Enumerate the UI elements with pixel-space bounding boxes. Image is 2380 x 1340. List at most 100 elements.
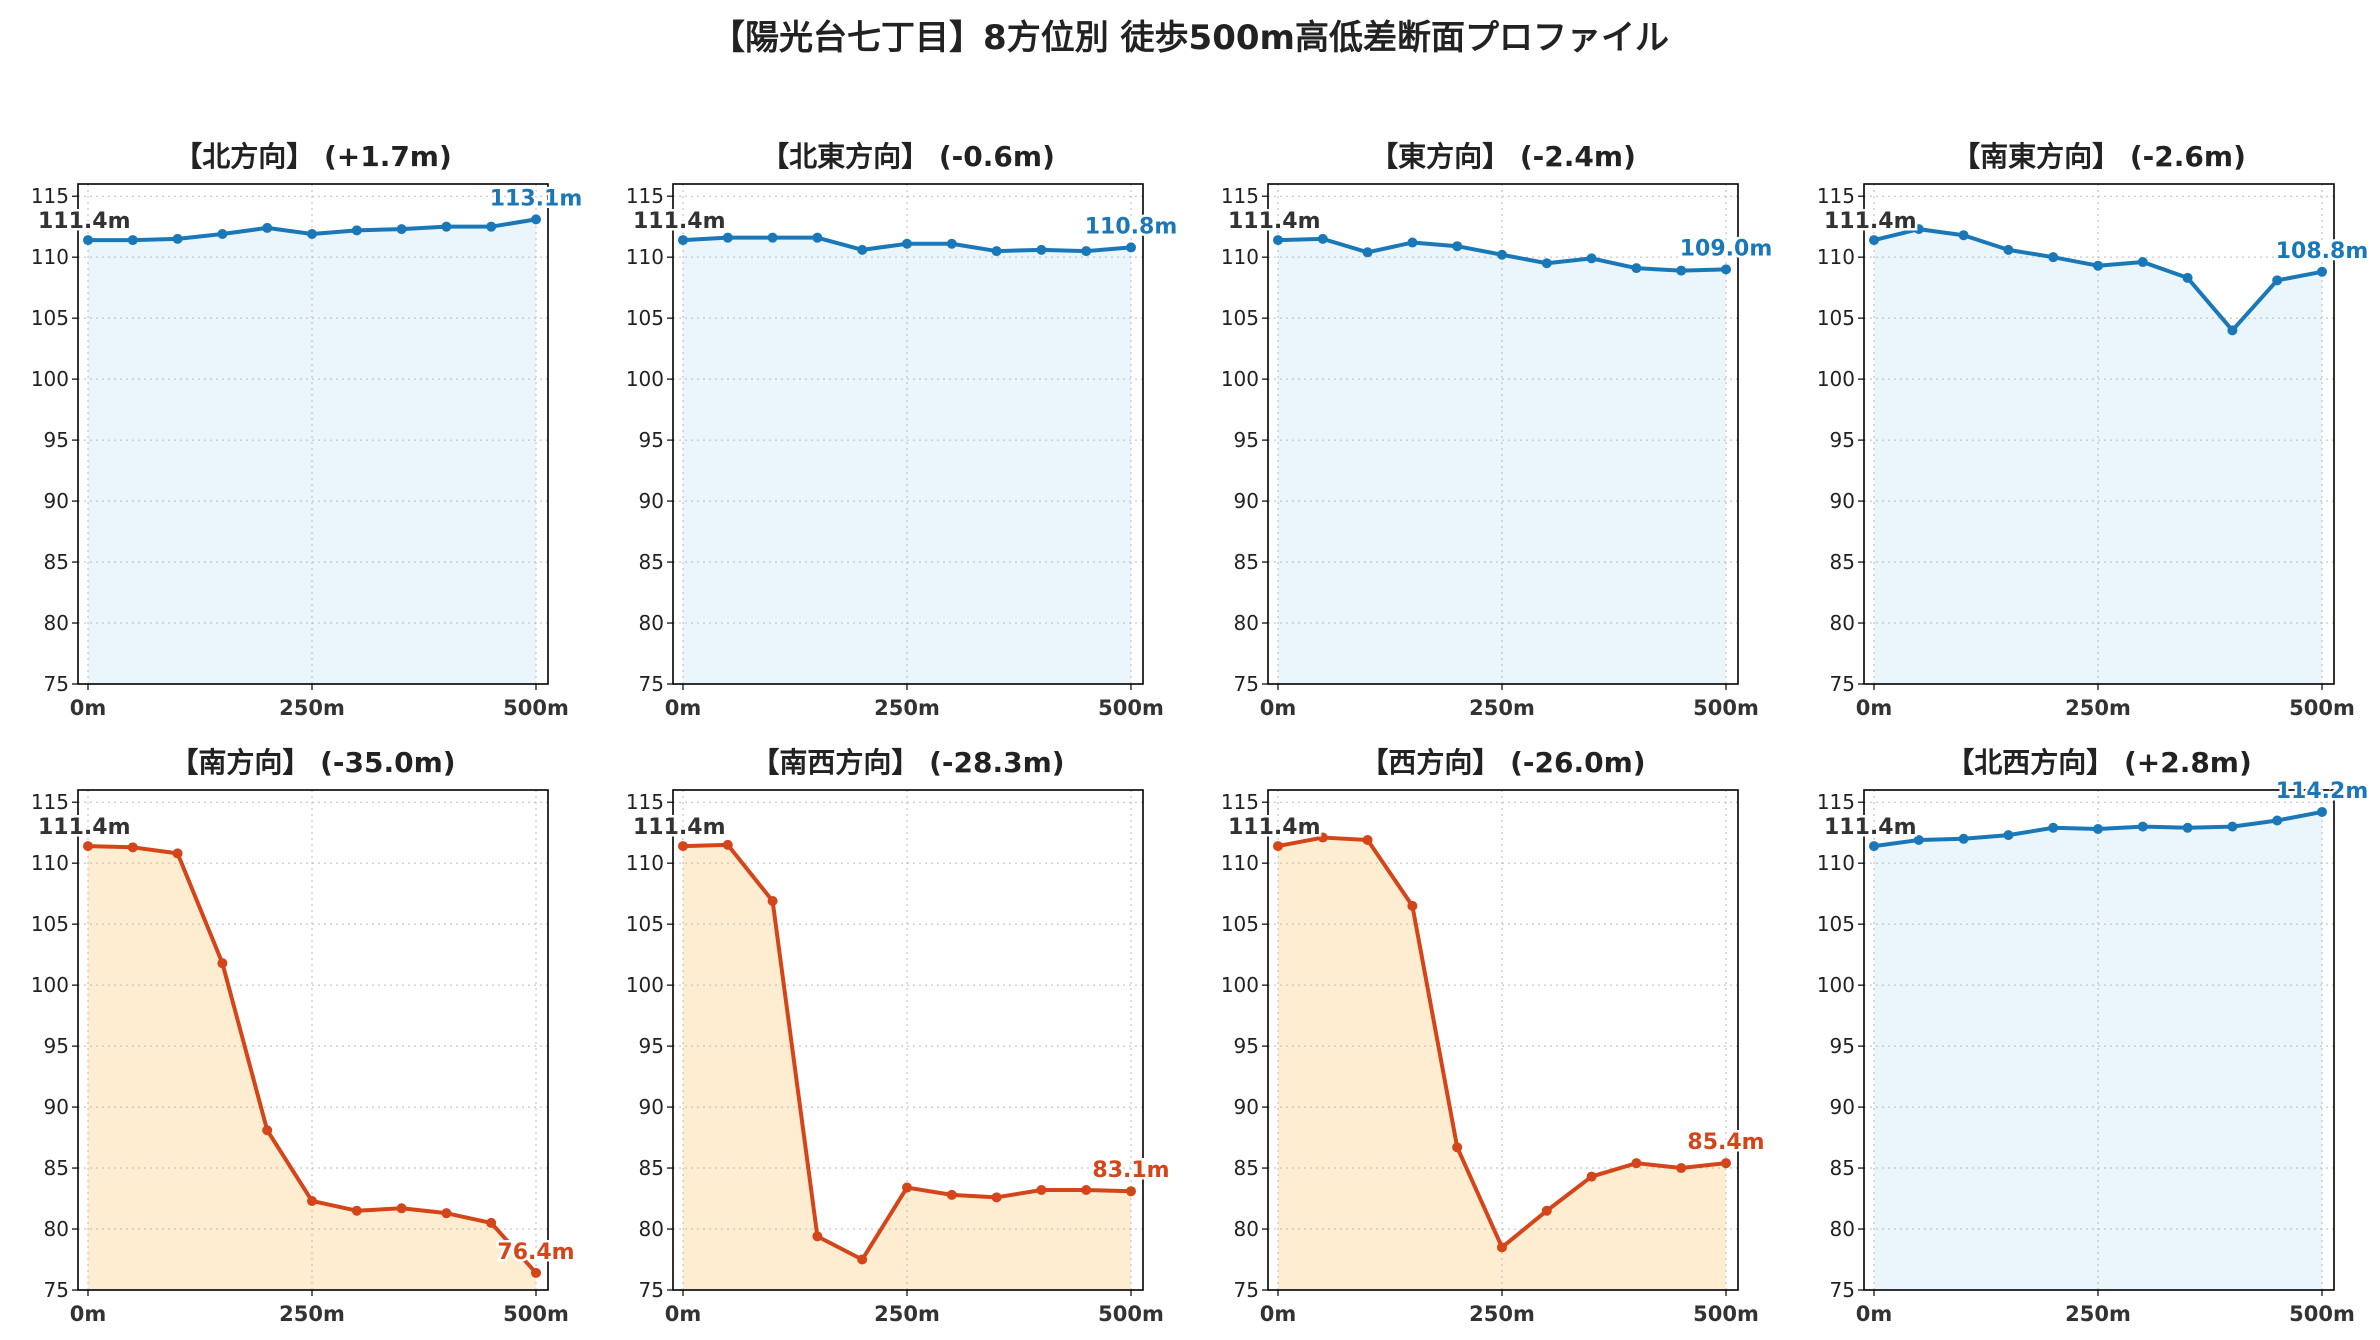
data-point — [722, 232, 733, 243]
data-point — [127, 842, 138, 853]
x-tick-label: 0m — [1260, 696, 1297, 720]
y-tick-label: 80 — [1830, 611, 1855, 635]
y-tick-label: 95 — [1830, 428, 1855, 452]
data-point — [1676, 1163, 1687, 1174]
plot-frame — [77, 183, 549, 685]
data-point — [1452, 1142, 1463, 1153]
y-tick-label: 80 — [639, 1217, 664, 1241]
data-point — [1497, 1242, 1507, 1253]
y-tick-label: 75 — [44, 1278, 69, 1302]
panel-title: 【南東方向】 (-2.6m) — [1952, 140, 2246, 173]
data-point — [1869, 235, 1879, 246]
y-tick-label: 115 — [1221, 184, 1259, 208]
data-point — [396, 1203, 407, 1214]
end-elevation-label: 108.8m — [2276, 239, 2369, 264]
x-tick-label: 250m — [279, 696, 345, 720]
start-elevation-label: 111.4m — [1824, 209, 1917, 234]
x-tick-label: 500m — [1098, 1302, 1164, 1326]
y-tick-label: 100 — [31, 973, 69, 997]
chart-panel: 75 80 85 90 95 100 105 110 115 0m 250m 500m 【東方向】 (-… — [1221, 140, 1775, 720]
y-tick-label: 75 — [44, 672, 69, 696]
data-point — [127, 235, 138, 246]
panel-title: 【北東方向】 (-0.6m) — [761, 140, 1055, 173]
end-elevation-label: 83.1m — [1092, 1158, 1169, 1183]
y-tick-label: 90 — [1830, 489, 1855, 513]
start-elevation-label: 111.4m — [1824, 815, 1917, 840]
data-point — [1586, 253, 1597, 264]
data-point — [217, 229, 228, 239]
y-tick-label: 105 — [1221, 912, 1259, 936]
y-tick-label: 95 — [44, 1034, 69, 1058]
data-point — [307, 1195, 317, 1206]
panel-title: 【南西方向】 (-28.3m) — [751, 746, 1064, 779]
y-tick-label: 75 — [1830, 1278, 1855, 1302]
panel-title: 【北西方向】 (+2.8m) — [1946, 746, 2252, 779]
plot-frame — [1267, 183, 1739, 685]
data-point — [441, 221, 452, 232]
plot-frame — [672, 183, 1144, 685]
data-point — [1273, 841, 1283, 852]
x-tick-label: 0m — [1260, 1302, 1297, 1326]
data-point — [307, 229, 317, 239]
data-point — [2317, 806, 2327, 817]
y-tick-label: 95 — [1234, 1034, 1259, 1058]
data-point — [902, 1182, 912, 1193]
y-tick-label: 80 — [1830, 1217, 1855, 1241]
y-tick-label: 90 — [1830, 1095, 1855, 1119]
data-point — [2227, 821, 2238, 832]
x-tick-label: 0m — [1856, 1302, 1893, 1326]
data-point — [1721, 1158, 1731, 1169]
y-tick-label: 105 — [1817, 306, 1855, 330]
y-tick-label: 110 — [1221, 851, 1259, 875]
plot-frame — [672, 789, 1144, 1291]
y-tick-label: 95 — [1830, 1034, 1855, 1058]
data-point — [2182, 272, 2193, 283]
data-point — [902, 238, 912, 249]
data-point — [2137, 821, 2148, 832]
data-point — [678, 841, 688, 852]
data-point — [2093, 260, 2103, 271]
y-tick-label: 110 — [31, 851, 69, 875]
plot-frame — [77, 789, 549, 1291]
y-tick-label: 115 — [626, 184, 664, 208]
data-point — [1407, 237, 1418, 248]
y-tick-label: 105 — [31, 912, 69, 936]
chart-panel: 75 80 85 90 95 100 105 110 115 0m 250m 500m 【北西方向】 (… — [1817, 746, 2371, 1326]
y-tick-label: 90 — [44, 489, 69, 513]
data-point — [1126, 242, 1136, 253]
data-point — [2093, 824, 2103, 835]
y-tick-label: 115 — [31, 184, 69, 208]
y-tick-label: 90 — [639, 1095, 664, 1119]
data-point — [2272, 815, 2283, 826]
y-tick-label: 115 — [1817, 184, 1855, 208]
y-tick-label: 105 — [626, 912, 664, 936]
x-tick-label: 0m — [665, 1302, 702, 1326]
panel-title: 【北方向】 (+1.7m) — [174, 140, 452, 173]
data-point — [2003, 830, 2014, 841]
data-point — [767, 895, 778, 906]
data-point — [857, 1254, 868, 1265]
x-tick-label: 250m — [2065, 1302, 2131, 1326]
elevation-fill — [1874, 811, 2322, 1290]
data-point — [1913, 224, 1924, 235]
data-point — [1036, 1185, 1047, 1195]
data-point — [1362, 247, 1373, 258]
data-point — [991, 246, 1002, 257]
data-point — [531, 214, 541, 225]
y-tick-label: 90 — [639, 489, 664, 513]
data-point — [2182, 822, 2193, 833]
y-tick-label: 75 — [639, 672, 664, 696]
data-point — [2048, 822, 2059, 833]
chart-panel: 75 80 85 90 95 100 105 110 115 0m 250m 500m 【南方向】 (-… — [31, 746, 577, 1326]
y-tick-label: 110 — [626, 851, 664, 875]
data-point — [83, 841, 93, 852]
x-tick-label: 250m — [1469, 1302, 1535, 1326]
x-tick-label: 0m — [70, 696, 107, 720]
data-point — [1631, 1158, 1642, 1169]
y-tick-label: 85 — [44, 1156, 69, 1180]
y-tick-label: 100 — [626, 367, 664, 391]
x-tick-label: 0m — [70, 1302, 107, 1326]
data-point — [351, 1205, 362, 1216]
y-tick-label: 115 — [31, 790, 69, 814]
x-tick-label: 500m — [1693, 696, 1759, 720]
